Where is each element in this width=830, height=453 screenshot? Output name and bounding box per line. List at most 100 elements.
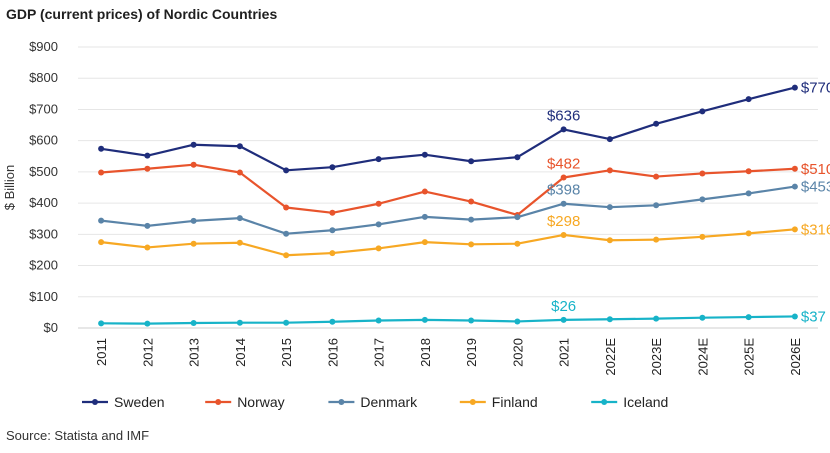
data-point-finland <box>745 230 752 237</box>
x-tick-label: 2013 <box>187 338 202 367</box>
data-point-iceland <box>98 320 105 327</box>
data-point-finland <box>98 239 105 246</box>
y-tick-label: $800 <box>29 70 58 85</box>
data-point-norway <box>421 188 428 195</box>
legend-marker-norway <box>215 399 222 405</box>
x-tick-label: 2011 <box>94 338 109 366</box>
data-point-iceland <box>514 318 521 325</box>
data-point-finland <box>144 244 151 251</box>
data-point-norway <box>606 167 613 174</box>
data-point-sweden <box>745 96 752 103</box>
data-point-finland <box>560 231 567 238</box>
data-point-sweden <box>514 154 521 161</box>
x-tick-label: 2026E <box>788 338 803 376</box>
series-line-norway <box>101 163 795 217</box>
y-tick-label: $700 <box>29 101 58 116</box>
data-point-finland <box>699 233 706 240</box>
data-point-norway <box>699 170 706 177</box>
x-tick-label: 2025E <box>742 338 757 376</box>
legend-marker-sweden <box>92 399 98 405</box>
data-point-finland <box>236 239 243 246</box>
data-point-denmark <box>514 214 521 221</box>
data-point-sweden <box>190 141 197 148</box>
y-tick-label: $100 <box>29 289 58 304</box>
y-tick-label: $500 <box>29 164 58 179</box>
x-tick-label: 2020 <box>510 338 525 367</box>
data-point-norway <box>144 165 151 172</box>
data-point-norway <box>329 209 336 216</box>
x-tick-label: 2017 <box>372 338 387 367</box>
data-point-sweden <box>144 152 151 159</box>
data-point-iceland <box>560 316 567 323</box>
data-point-iceland <box>236 319 243 326</box>
x-tick-label: 2024E <box>695 338 710 376</box>
data-point-norway <box>791 165 798 172</box>
legend-marker-denmark <box>338 399 345 405</box>
data-point-norway <box>236 169 243 176</box>
data-point-denmark <box>560 200 567 207</box>
data-point-iceland <box>375 317 382 324</box>
data-label-norway: $510 <box>801 161 830 178</box>
data-point-finland <box>190 240 197 247</box>
y-tick-label: $600 <box>29 133 58 148</box>
data-point-denmark <box>791 183 798 190</box>
data-point-finland <box>375 245 382 252</box>
data-point-norway <box>653 173 660 180</box>
y-tick-label: $200 <box>29 258 58 273</box>
data-point-sweden <box>468 158 475 165</box>
data-point-denmark <box>190 217 197 224</box>
data-label-finland: $316 <box>801 221 830 238</box>
y-axis-label: $ Billion <box>2 165 17 211</box>
x-tick-label: 2016 <box>325 338 340 367</box>
data-point-finland <box>421 239 428 246</box>
data-label-norway: $482 <box>547 156 580 173</box>
data-point-iceland <box>421 316 428 323</box>
data-point-finland <box>329 250 336 257</box>
x-tick-label: 2023E <box>649 338 664 376</box>
data-point-sweden <box>791 84 798 91</box>
legend-label-norway: Norway <box>237 394 284 410</box>
legend-label-iceland: Iceland <box>623 394 668 410</box>
data-label-sweden: $636 <box>547 107 580 124</box>
data-point-iceland <box>144 320 151 327</box>
data-point-denmark <box>421 213 428 220</box>
line-chart: $0 $100 $200 $300 $400 $500 $600 $700 $800 $900 $ … <box>2 39 830 410</box>
legend-label-sweden: Sweden <box>114 394 165 410</box>
legend-marker-finland <box>469 399 476 405</box>
data-point-iceland <box>283 319 290 326</box>
data-point-iceland <box>190 320 197 327</box>
data-point-sweden <box>699 108 706 115</box>
y-tick-label: $300 <box>29 226 58 241</box>
data-point-denmark <box>606 204 613 211</box>
series-line-iceland <box>101 315 795 325</box>
y-tick-label: $0 <box>44 320 58 335</box>
data-point-norway <box>98 169 105 176</box>
legend-marker-iceland <box>601 399 608 405</box>
legend-label-finland: Finland <box>492 394 538 410</box>
y-tick-label: $900 <box>29 39 58 54</box>
data-point-finland <box>791 226 798 233</box>
data-label-iceland: $26 <box>551 298 576 315</box>
data-point-iceland <box>329 318 336 325</box>
data-point-denmark <box>653 202 660 209</box>
data-point-finland <box>653 236 660 243</box>
x-tick-label: 2012 <box>140 338 155 367</box>
data-point-denmark <box>468 216 475 223</box>
y-tick-label: $400 <box>29 195 58 210</box>
data-point-denmark <box>236 215 243 222</box>
data-point-norway <box>745 168 752 175</box>
data-point-sweden <box>283 167 290 174</box>
data-point-sweden <box>560 126 567 133</box>
legend-label-denmark: Denmark <box>360 394 418 410</box>
data-point-sweden <box>653 120 660 127</box>
data-point-finland <box>606 237 613 244</box>
x-tick-label: 2014 <box>233 338 248 367</box>
chart-title: GDP (current prices) of Nordic Countries <box>6 6 278 22</box>
series-line-sweden <box>100 86 796 172</box>
x-tick-label: 2018 <box>418 338 433 367</box>
data-point-sweden <box>421 151 428 158</box>
data-point-finland <box>514 240 521 247</box>
data-point-sweden <box>329 164 336 171</box>
data-point-iceland <box>653 315 660 322</box>
data-point-sweden <box>606 136 613 143</box>
